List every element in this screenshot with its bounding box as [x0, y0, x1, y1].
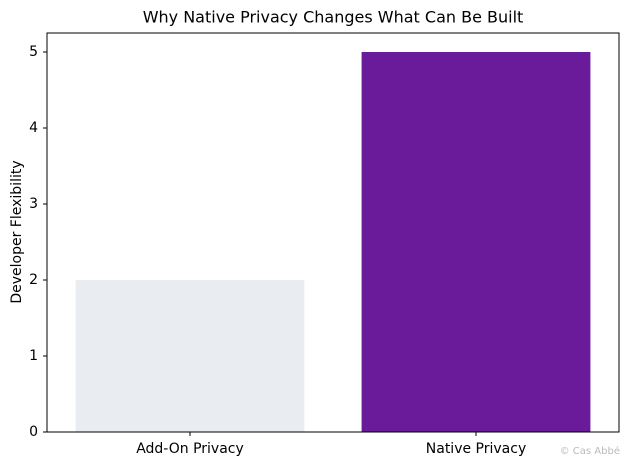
x-tick-label: Native Privacy	[426, 441, 526, 457]
y-axis-label: Developer Flexibility	[9, 160, 25, 303]
y-tick-label: 4	[29, 120, 38, 136]
watermark: © Cas Abbé	[560, 445, 620, 457]
bar	[75, 280, 305, 432]
y-tick-label: 1	[29, 348, 38, 364]
y-tick-label: 5	[29, 44, 38, 60]
plot-frame	[46, 32, 620, 433]
chart-title: Why Native Privacy Changes What Can Be B…	[143, 8, 524, 27]
y-tick-label: 3	[29, 196, 38, 212]
bar	[361, 52, 591, 432]
x-tick-label: Add-On Privacy	[136, 441, 244, 457]
y-tick-label: 0	[29, 424, 38, 440]
y-tick-label: 2	[29, 272, 38, 288]
